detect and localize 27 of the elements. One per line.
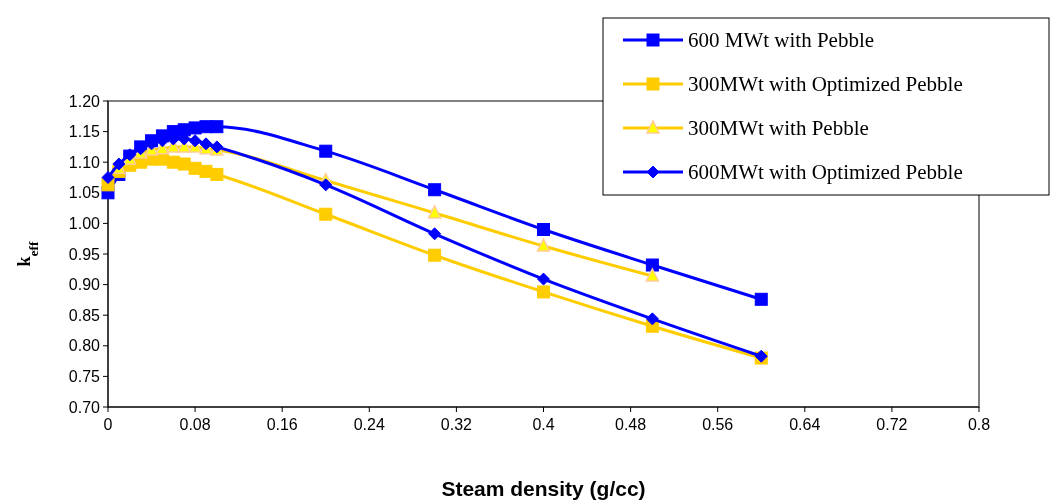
- y-tick-label: 1.15: [68, 123, 101, 141]
- y-tick-label: 1.05: [68, 184, 101, 202]
- x-tick-label: 0: [103, 416, 113, 433]
- x-tick-label: 0.16: [266, 416, 298, 433]
- legend-label: 300MWt with Pebble: [688, 116, 869, 141]
- x-tick-label: 0.4: [532, 416, 555, 433]
- y-tick-label: 0.75: [68, 368, 101, 385]
- x-tick-label: 0.48: [615, 416, 647, 433]
- x-tick-label: 0.08: [179, 416, 211, 433]
- legend-label: 600MWt with Optimized Pebble: [688, 160, 963, 185]
- legend-label: 300MWt with Optimized Pebble: [688, 72, 963, 97]
- x-axis-title: Steam density (g/cc): [441, 477, 646, 500]
- y-tick-label: 0.95: [68, 245, 101, 263]
- legend-label: 600 MWt with Pebble: [688, 28, 875, 53]
- y-tick-label: 0.90: [68, 276, 101, 294]
- x-tick-label: 0.32: [440, 416, 473, 433]
- x-tick-label: 0.24: [353, 416, 385, 433]
- y-tick-label: 1.10: [68, 153, 101, 171]
- x-tick-label: 0.64: [789, 416, 821, 433]
- y-tick-label: 0.85: [68, 306, 101, 324]
- x-tick-label: 0.56: [702, 416, 734, 433]
- y-tick-label: 1.00: [68, 215, 101, 232]
- y-tick-label: 0.70: [68, 398, 101, 416]
- y-tick-label: 1.20: [68, 92, 101, 110]
- y-tick-label: 0.80: [68, 337, 101, 355]
- x-tick-label: 0.8: [967, 416, 991, 433]
- x-tick-label: 0.72: [876, 416, 908, 433]
